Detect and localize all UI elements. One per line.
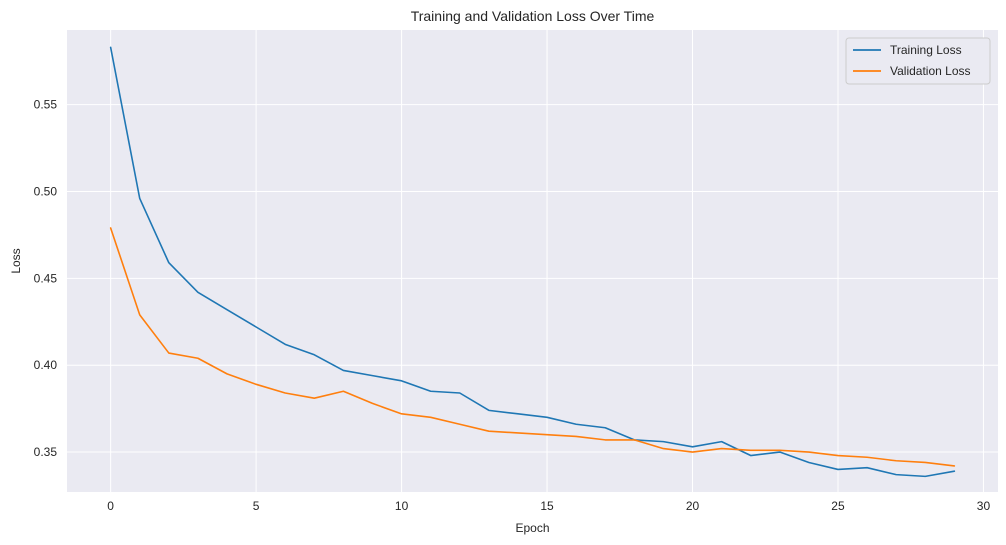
x-tick-label: 15	[540, 499, 554, 513]
grid	[67, 30, 998, 492]
y-tick-label: 0.55	[34, 98, 58, 112]
y-tick-label: 0.45	[34, 271, 58, 285]
y-axis-ticks: 0.35 0.40 0.45 0.50 0.55	[34, 98, 58, 459]
y-tick-label: 0.40	[34, 358, 58, 372]
chart-title: Training and Validation Loss Over Time	[411, 8, 655, 24]
legend-label-training-loss: Training Loss	[890, 43, 962, 57]
series-line-training-loss	[109, 46, 956, 478]
x-tick-label: 0	[107, 499, 114, 513]
legend: Training Loss Validation Loss	[845, 37, 991, 85]
x-axis-label: Epoch	[515, 521, 549, 535]
series-line-validation-loss	[109, 227, 956, 467]
y-axis-label: Loss	[9, 248, 23, 273]
y-tick-label: 0.35	[34, 445, 58, 459]
x-tick-label: 30	[977, 499, 991, 513]
series-lines	[109, 46, 956, 478]
x-tick-label: 5	[253, 499, 260, 513]
x-axis-ticks: 0 5 10 15 20 25 30	[107, 499, 990, 513]
legend-box	[845, 37, 991, 85]
plot-area	[67, 30, 998, 492]
x-tick-label: 10	[395, 499, 409, 513]
x-tick-label: 20	[686, 499, 700, 513]
y-tick-label: 0.50	[34, 185, 58, 199]
x-tick-label: 25	[831, 499, 845, 513]
legend-label-validation-loss: Validation Loss	[890, 64, 971, 78]
